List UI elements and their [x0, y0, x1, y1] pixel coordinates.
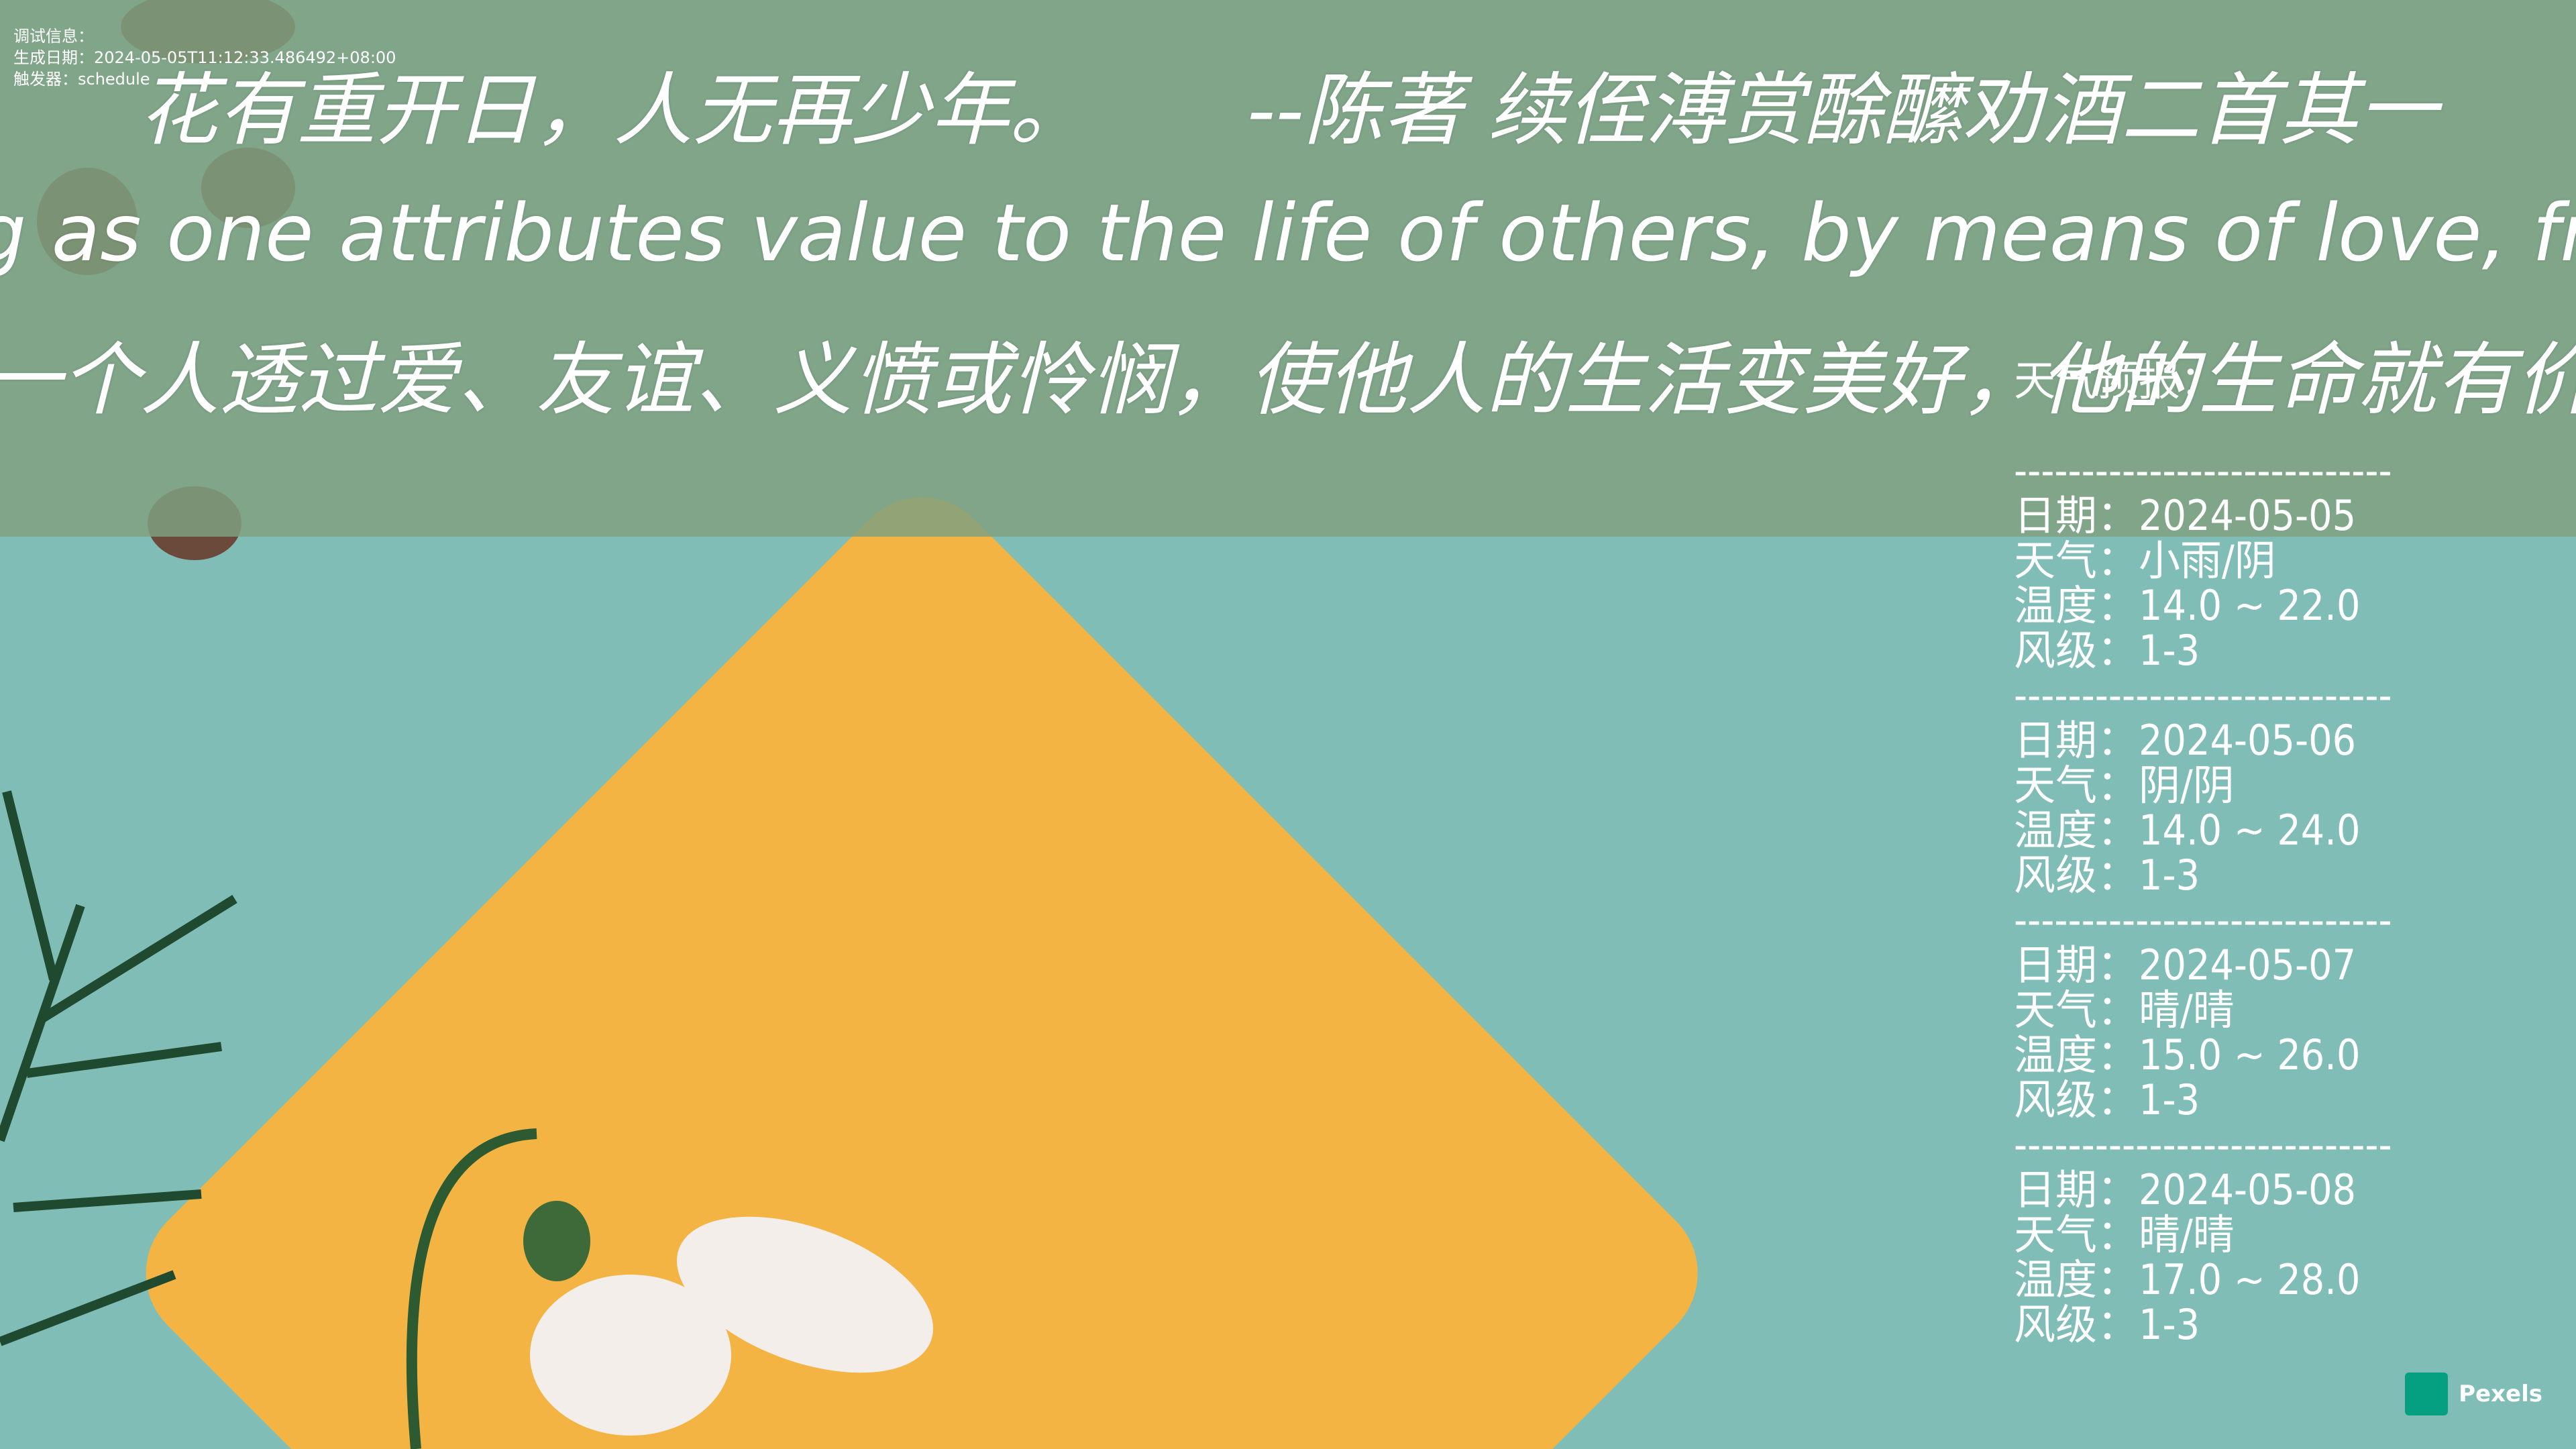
text-band — [0, 0, 2576, 537]
pine-branch — [0, 790, 237, 1346]
quote-source: --陈著 续侄溥赏酴醿劝酒二首其一 — [1246, 64, 2438, 156]
pexels-logo — [2405, 1373, 2449, 1415]
weather-temperature: 温度：14.0 ~ 24.0 — [2014, 806, 2361, 855]
weather-date: 日期：2024-05-05 — [2014, 491, 2357, 540]
weather-temperature: 温度：17.0 ~ 28.0 — [2014, 1255, 2361, 1304]
debug-info: 调试信息： 生成日期：2024-05-05T11:12:33.486492+08… — [13, 25, 396, 90]
weather-date: 日期：2024-05-08 — [2014, 1165, 2357, 1214]
separator: ---------------------------- — [2014, 1120, 2392, 1169]
quote: 花有重开日，人无再少年。 — [138, 64, 1089, 156]
weather-date: 日期：2024-05-07 — [2014, 941, 2357, 989]
weather-wind: 风级：1-3 — [2014, 626, 2200, 675]
envelope — [146, 497, 1698, 1449]
separator: ---------------------------- — [2014, 446, 2392, 495]
credit-text: Pexels — [2459, 1381, 2542, 1407]
weather-weather: 天气：小雨/阴 — [2014, 536, 2276, 585]
weather-title: 天气预报： — [2014, 356, 2222, 405]
motto-english: So long as one attributes value to the l… — [0, 186, 2576, 279]
weather-wind: 风级：1-3 — [2014, 851, 2200, 900]
weather-wind: 风级：1-3 — [2014, 1300, 2200, 1349]
weather-weather: 天气：晴/晴 — [2014, 1210, 2235, 1259]
weather-date: 日期：2024-05-06 — [2014, 716, 2357, 765]
debug-generated: 生成日期：2024-05-05T11:12:33.486492+08:00 — [13, 48, 396, 67]
flower — [523, 1201, 934, 1436]
separator: ---------------------------- — [2014, 671, 2392, 720]
separator: ---------------------------- — [2014, 896, 2392, 945]
weather-weather: 天气：晴/晴 — [2014, 985, 2235, 1034]
weather-forecast: 天气预报： ---------------------------- 日期：202… — [2014, 268, 2392, 1347]
weather-wind: 风级：1-3 — [2014, 1075, 2200, 1124]
motto-chinese: 只要一个人透过爱、友谊、义愤或怜悯，使他人的生活变美好，他的生命就有价值。 — [0, 333, 2576, 426]
debug-trigger: 触发器：schedule — [13, 70, 150, 89]
weather-temperature: 温度：14.0 ~ 22.0 — [2014, 581, 2361, 630]
quote-line: 花有重开日，人无再少年。 --陈著 续侄溥赏酴醿劝酒二首其一 — [0, 46, 2576, 160]
debug-label: 调试信息： — [13, 27, 94, 46]
credit: Pexels — [2405, 1373, 2542, 1415]
weather-weather: 天气：阴/阴 — [2014, 761, 2235, 810]
weather-temperature: 温度：15.0 ~ 26.0 — [2014, 1030, 2361, 1079]
